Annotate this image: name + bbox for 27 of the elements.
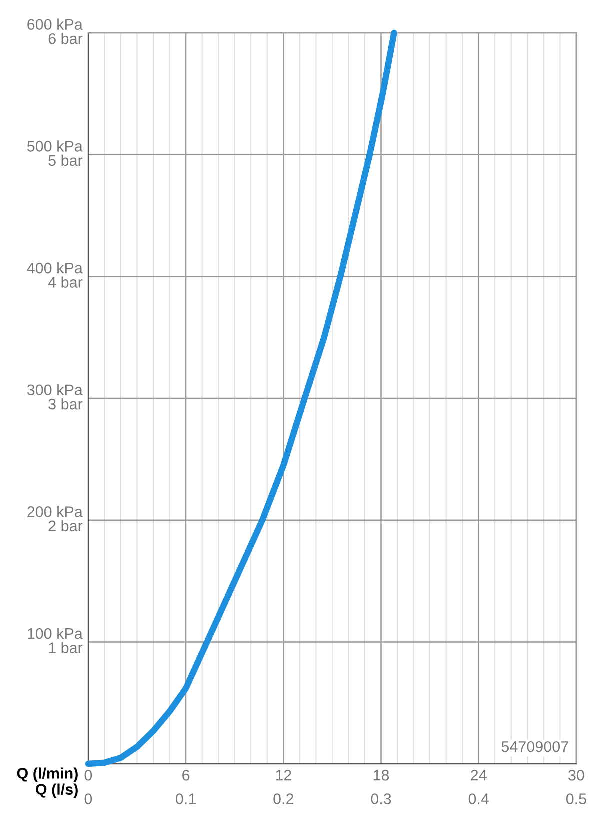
y-tick-label: 600 kPa <box>28 18 83 30</box>
y2-tick-label: 4 bar <box>48 276 83 288</box>
y-tick-label: 400 kPa <box>27 262 83 274</box>
y-tick-label: 300 kPa <box>27 384 83 396</box>
y2-tick-label: 3 bar <box>48 398 83 410</box>
x-tick-label: 30 <box>568 770 584 781</box>
x2-tick-label: 0.4 <box>468 794 490 804</box>
y2-tick-label: 2 bar <box>48 520 83 532</box>
x-tick-label: 12 <box>276 770 292 781</box>
x-axis-title: Q (l/min) <box>17 768 78 782</box>
x-tick-label: 6 <box>182 770 190 781</box>
y-tick-label: 500 kPa <box>27 140 83 152</box>
x2-tick-label: 0.5 <box>566 794 586 804</box>
y-tick-label: 200 kPa <box>28 506 83 518</box>
x-tick-label: 0 <box>84 770 92 781</box>
x-tick-label: 18 <box>374 770 390 781</box>
y2-tick-label: 1 bar <box>49 642 83 654</box>
annotation: 54709007 <box>502 741 568 752</box>
x2-tick-label: 0.1 <box>176 794 196 804</box>
y-tick-label: 100 kPa <box>28 628 83 640</box>
x2-tick-label: 0.2 <box>274 794 294 804</box>
y2-tick-label: 5 bar <box>48 154 83 166</box>
x2-axis-title: Q (l/s) <box>36 784 78 798</box>
y2-tick-label: 6 bar <box>48 33 83 44</box>
x2-tick-label: 0.3 <box>371 794 392 804</box>
x-tick-label: 24 <box>471 770 487 781</box>
x2-tick-label: 0 <box>84 794 92 804</box>
